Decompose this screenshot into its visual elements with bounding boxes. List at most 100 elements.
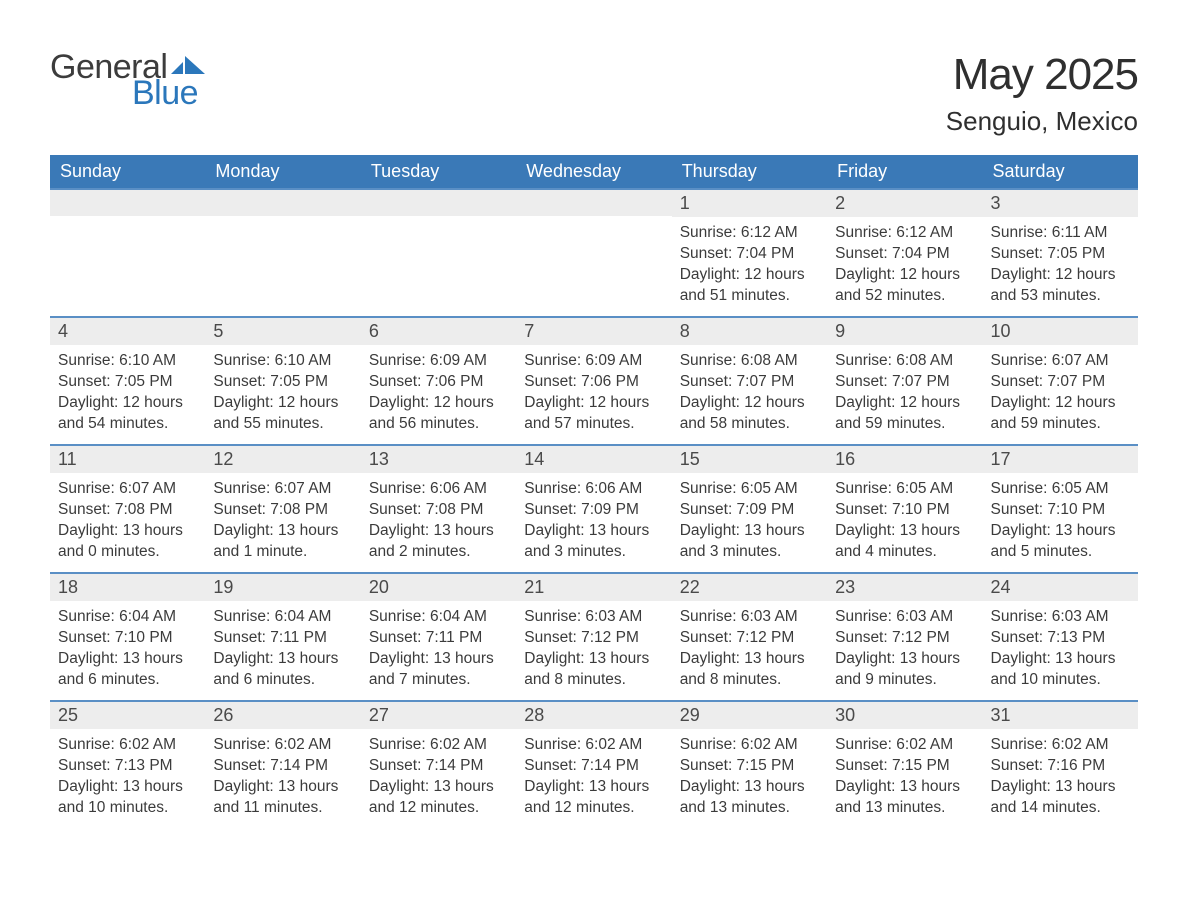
calendar-day-cell: 20Sunrise: 6:04 AMSunset: 7:11 PMDayligh… [361,572,516,700]
calendar-day-cell: 11Sunrise: 6:07 AMSunset: 7:08 PMDayligh… [50,444,205,572]
calendar-day-cell: 10Sunrise: 6:07 AMSunset: 7:07 PMDayligh… [983,316,1138,444]
weekday-header: Saturday [983,155,1138,188]
day-number: 14 [516,444,671,473]
day-number: 31 [983,700,1138,729]
day-number: 22 [672,572,827,601]
calendar-day-cell: 29Sunrise: 6:02 AMSunset: 7:15 PMDayligh… [672,700,827,828]
day-details: Sunrise: 6:08 AMSunset: 7:07 PMDaylight:… [827,345,982,439]
sunset-line: Sunset: 7:11 PM [369,628,508,649]
sunset-line: Sunset: 7:08 PM [369,500,508,521]
sunset-line: Sunset: 7:06 PM [524,372,663,393]
calendar-table: SundayMondayTuesdayWednesdayThursdayFrid… [50,155,1138,828]
day-number: 20 [361,572,516,601]
day-details: Sunrise: 6:03 AMSunset: 7:13 PMDaylight:… [983,601,1138,695]
sunrise-line: Sunrise: 6:10 AM [213,351,352,372]
daylight-line: Daylight: 12 hours and 59 minutes. [991,393,1130,435]
sunrise-line: Sunrise: 6:02 AM [835,735,974,756]
calendar-day-cell: 8Sunrise: 6:08 AMSunset: 7:07 PMDaylight… [672,316,827,444]
calendar-day-cell: 27Sunrise: 6:02 AMSunset: 7:14 PMDayligh… [361,700,516,828]
sunrise-line: Sunrise: 6:08 AM [680,351,819,372]
daylight-line: Daylight: 13 hours and 2 minutes. [369,521,508,563]
sunrise-line: Sunrise: 6:09 AM [369,351,508,372]
day-number: 25 [50,700,205,729]
sunset-line: Sunset: 7:10 PM [835,500,974,521]
day-details: Sunrise: 6:03 AMSunset: 7:12 PMDaylight:… [827,601,982,695]
sunrise-line: Sunrise: 6:03 AM [991,607,1130,628]
day-details: Sunrise: 6:02 AMSunset: 7:16 PMDaylight:… [983,729,1138,823]
calendar-day-cell: 24Sunrise: 6:03 AMSunset: 7:13 PMDayligh… [983,572,1138,700]
sunrise-line: Sunrise: 6:04 AM [58,607,197,628]
sunset-line: Sunset: 7:12 PM [524,628,663,649]
calendar-day-cell: 9Sunrise: 6:08 AMSunset: 7:07 PMDaylight… [827,316,982,444]
sunset-line: Sunset: 7:16 PM [991,756,1130,777]
day-number: 30 [827,700,982,729]
day-number: 2 [827,188,982,217]
sunrise-line: Sunrise: 6:10 AM [58,351,197,372]
sunset-line: Sunset: 7:07 PM [835,372,974,393]
sunrise-line: Sunrise: 6:11 AM [991,223,1130,244]
sunset-line: Sunset: 7:14 PM [213,756,352,777]
day-details: Sunrise: 6:11 AMSunset: 7:05 PMDaylight:… [983,217,1138,311]
day-details: Sunrise: 6:03 AMSunset: 7:12 PMDaylight:… [672,601,827,695]
daylight-line: Daylight: 12 hours and 52 minutes. [835,265,974,307]
daylight-line: Daylight: 12 hours and 57 minutes. [524,393,663,435]
daylight-line: Daylight: 12 hours and 58 minutes. [680,393,819,435]
sunrise-line: Sunrise: 6:09 AM [524,351,663,372]
empty-daynum-bar [50,188,205,216]
weekday-header: Sunday [50,155,205,188]
day-details: Sunrise: 6:04 AMSunset: 7:11 PMDaylight:… [205,601,360,695]
day-number: 12 [205,444,360,473]
day-number: 9 [827,316,982,345]
daylight-line: Daylight: 13 hours and 6 minutes. [213,649,352,691]
day-details: Sunrise: 6:10 AMSunset: 7:05 PMDaylight:… [50,345,205,439]
day-details: Sunrise: 6:05 AMSunset: 7:10 PMDaylight:… [827,473,982,567]
day-number: 27 [361,700,516,729]
day-details: Sunrise: 6:10 AMSunset: 7:05 PMDaylight:… [205,345,360,439]
day-number: 21 [516,572,671,601]
daylight-line: Daylight: 13 hours and 1 minute. [213,521,352,563]
sunrise-line: Sunrise: 6:06 AM [524,479,663,500]
daylight-line: Daylight: 13 hours and 13 minutes. [835,777,974,819]
day-number: 26 [205,700,360,729]
calendar-day-cell: 15Sunrise: 6:05 AMSunset: 7:09 PMDayligh… [672,444,827,572]
sunset-line: Sunset: 7:04 PM [835,244,974,265]
day-number: 15 [672,444,827,473]
day-details: Sunrise: 6:05 AMSunset: 7:10 PMDaylight:… [983,473,1138,567]
day-number: 13 [361,444,516,473]
calendar-header-row: SundayMondayTuesdayWednesdayThursdayFrid… [50,155,1138,188]
day-details: Sunrise: 6:02 AMSunset: 7:15 PMDaylight:… [672,729,827,823]
day-details: Sunrise: 6:07 AMSunset: 7:08 PMDaylight:… [50,473,205,567]
day-details: Sunrise: 6:02 AMSunset: 7:13 PMDaylight:… [50,729,205,823]
sunset-line: Sunset: 7:12 PM [835,628,974,649]
day-number: 23 [827,572,982,601]
day-number: 29 [672,700,827,729]
empty-daynum-bar [205,188,360,216]
day-details: Sunrise: 6:12 AMSunset: 7:04 PMDaylight:… [672,217,827,311]
daylight-line: Daylight: 13 hours and 11 minutes. [213,777,352,819]
daylight-line: Daylight: 13 hours and 8 minutes. [524,649,663,691]
daylight-line: Daylight: 13 hours and 13 minutes. [680,777,819,819]
sunrise-line: Sunrise: 6:05 AM [991,479,1130,500]
sunset-line: Sunset: 7:13 PM [58,756,197,777]
calendar-day-cell: 14Sunrise: 6:06 AMSunset: 7:09 PMDayligh… [516,444,671,572]
day-number: 16 [827,444,982,473]
sunrise-line: Sunrise: 6:02 AM [680,735,819,756]
sunset-line: Sunset: 7:15 PM [835,756,974,777]
day-number: 28 [516,700,671,729]
calendar-week-row: 25Sunrise: 6:02 AMSunset: 7:13 PMDayligh… [50,700,1138,828]
logo-text-blue: Blue [132,76,205,110]
sunset-line: Sunset: 7:10 PM [991,500,1130,521]
daylight-line: Daylight: 12 hours and 53 minutes. [991,265,1130,307]
daylight-line: Daylight: 13 hours and 7 minutes. [369,649,508,691]
calendar-empty-cell [50,188,205,316]
calendar-day-cell: 31Sunrise: 6:02 AMSunset: 7:16 PMDayligh… [983,700,1138,828]
daylight-line: Daylight: 12 hours and 51 minutes. [680,265,819,307]
header: General Blue May 2025 Senguio, Mexico [50,50,1138,137]
day-number: 1 [672,188,827,217]
day-number: 18 [50,572,205,601]
calendar-day-cell: 23Sunrise: 6:03 AMSunset: 7:12 PMDayligh… [827,572,982,700]
sunrise-line: Sunrise: 6:07 AM [58,479,197,500]
sunset-line: Sunset: 7:11 PM [213,628,352,649]
sunset-line: Sunset: 7:05 PM [213,372,352,393]
weekday-header: Friday [827,155,982,188]
